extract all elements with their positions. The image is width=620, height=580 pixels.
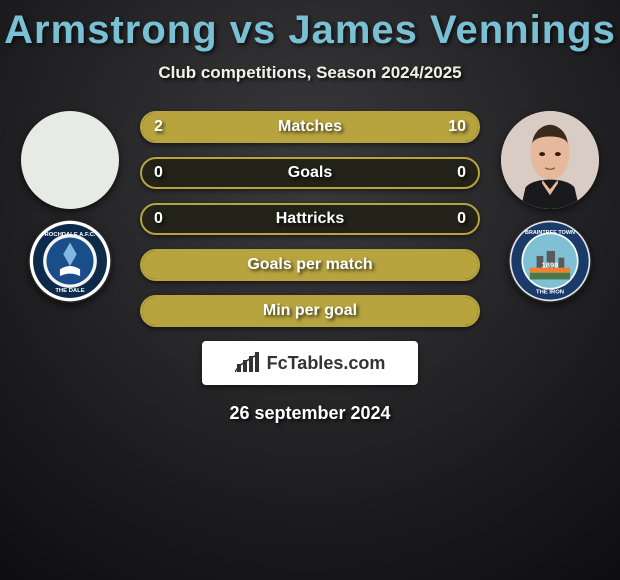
brand-badge: FcTables.com [202,341,418,385]
avatar-placeholder-icon [21,140,119,180]
stat-value-left: 0 [154,210,163,228]
main-row: ROCHDALE A.F.C. THE DALE 2 10 Matches 0 0 Goa… [0,111,620,327]
stat-label: Hattricks [276,210,344,228]
rochdale-badge-icon: ROCHDALE A.F.C. THE DALE [28,219,112,303]
left-player-avatar [21,111,119,209]
stat-label: Goals [288,164,332,182]
stat-label: Min per goal [263,302,357,320]
left-player-column: ROCHDALE A.F.C. THE DALE [10,111,130,303]
page-subtitle: Club competitions, Season 2024/2025 [158,63,461,83]
stat-bars: 2 10 Matches 0 0 Goals 0 0 Hattricks Goals per ma… [140,111,480,327]
braintree-badge-icon: 1898 BRAINTREE TOWN THE IRON [508,219,592,303]
stat-value-right: 0 [457,164,466,182]
svg-text:1898: 1898 [542,261,559,270]
stat-bar: Min per goal [140,295,480,327]
brand-text: FcTables.com [267,353,386,374]
stat-bar: 0 0 Hattricks [140,203,480,235]
stat-value-right: 0 [457,210,466,228]
stat-bar: 2 10 Matches [140,111,480,143]
svg-text:BRAINTREE TOWN: BRAINTREE TOWN [525,230,575,236]
right-player-avatar [501,111,599,209]
stat-bar: 0 0 Goals [140,157,480,189]
right-player-column: 1898 BRAINTREE TOWN THE IRON [490,111,610,303]
left-club-badge: ROCHDALE A.F.C. THE DALE [28,219,112,303]
page-title: Armstrong vs James Vennings [4,8,616,53]
stat-bar: Goals per match [140,249,480,281]
svg-text:ROCHDALE A.F.C.: ROCHDALE A.F.C. [45,232,96,238]
footer: FcTables.com 26 september 2024 [202,341,418,424]
bar-chart-icon [235,352,261,374]
comparison-card: Armstrong vs James Vennings Club competi… [0,0,620,580]
player-face-icon [501,111,599,209]
svg-text:THE IRON: THE IRON [536,290,564,296]
right-club-badge: 1898 BRAINTREE TOWN THE IRON [508,219,592,303]
stat-value-right: 10 [448,118,466,136]
stat-label: Matches [278,118,342,136]
date-label: 26 september 2024 [229,403,390,424]
stat-label: Goals per match [247,256,372,274]
stat-value-left: 0 [154,164,163,182]
stat-value-left: 2 [154,118,163,136]
svg-text:THE DALE: THE DALE [55,288,84,294]
